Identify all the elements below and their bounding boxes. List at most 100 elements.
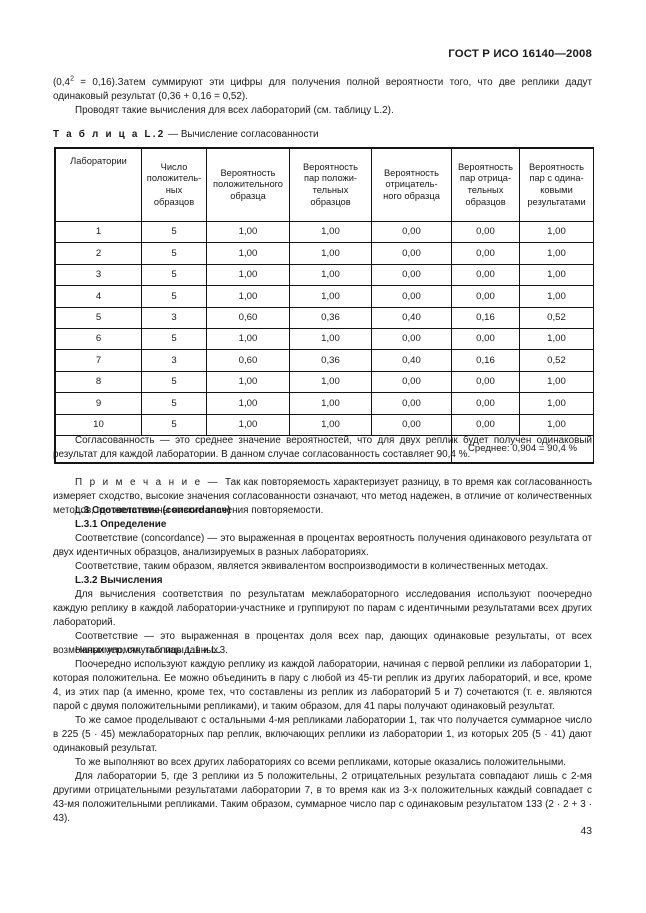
- hdr-line: образца: [230, 190, 266, 201]
- table-cell: 5: [141, 392, 207, 415]
- table-row: 10 5 1,00 1,00 0,00 0,00 1,00: [55, 413, 594, 436]
- table-cell: 0,00: [451, 285, 520, 308]
- paragraph-l31-1: Соответствие (concordance) — это выражен…: [53, 533, 592, 559]
- table-row: 5 3 0,60 0,36 0,40 0,16 0,52: [55, 306, 594, 329]
- table-cell: 3: [141, 349, 207, 372]
- cell-laboratory-id: 2: [55, 242, 142, 265]
- table-cell: 1,00: [206, 242, 290, 265]
- paragraph-calc-3: То же выполняют во всех других лаборатор…: [75, 757, 567, 768]
- hdr-line: ного образца: [383, 190, 440, 201]
- table-body: 1 5 1,00 1,00 0,00 0,00 1,00 2 5 1,00 1,00 0,00 0,00…: [55, 220, 594, 436]
- hdr-line: положительного: [213, 179, 283, 190]
- calculation-block-2: То же самое проделывают с остальными 4-м…: [53, 714, 592, 756]
- table-cell: 1,00: [289, 370, 372, 394]
- table-cell: 1,00: [519, 413, 594, 436]
- page-number: 43: [580, 826, 592, 837]
- table-cell: 1,00: [206, 263, 290, 287]
- hdr-line: тельных: [312, 185, 349, 195]
- table-cell: 1,00: [206, 392, 290, 415]
- col-header-prob-same-result-pairs: Вероятность пар с одина- ковыми результа…: [519, 148, 594, 222]
- cell-laboratory-id: 9: [55, 392, 142, 415]
- table-cell: 0,00: [371, 327, 452, 351]
- col-header-prob-negative-sample: Вероятность отрицатель- ного образца: [371, 148, 452, 222]
- cell-laboratory-id: 8: [55, 370, 142, 394]
- paragraph-concordance-definition: Согласованность — это среднее значение в…: [53, 435, 592, 461]
- table-cell: 1,00: [519, 327, 594, 351]
- paragraph-calc-1: Поочередно используют каждую реплику из …: [53, 659, 592, 713]
- hdr-line: образцов: [310, 196, 351, 207]
- intro-block: (0,42 = 0,16).Затем суммируют эти цифры …: [53, 76, 592, 118]
- table-caption-label: Т а б л и ц а L.2: [53, 129, 166, 140]
- heading-l3-text: L.3 Соответствие (concordance): [75, 505, 231, 516]
- table-cell: 0,00: [371, 242, 452, 265]
- hdr-line: Вероятность: [220, 167, 276, 178]
- table-row: 3 5 1,00 1,00 0,00 0,00 1,00: [55, 263, 594, 287]
- table-cell: 0,00: [371, 413, 452, 436]
- table-cell: 0,52: [519, 306, 594, 329]
- table-footer-row: Среднее: 0,904 = 90,4 %: [55, 434, 594, 463]
- hdr-line: пар с одина-: [529, 173, 584, 184]
- hdr-line: пар отрица-: [459, 173, 512, 184]
- table-cell: 5: [141, 370, 207, 394]
- table-row: 9 5 1,00 1,00 0,00 0,00 1,00: [55, 392, 594, 415]
- table-cell: 0,52: [519, 349, 594, 372]
- table-caption-dash: —: [165, 129, 181, 140]
- col-header-prob-positive-sample: Вероятность положительного образца: [206, 148, 290, 222]
- table-cell: 1,00: [289, 413, 372, 436]
- col-header-positive-count: Число положитель- ных образцов: [141, 148, 207, 222]
- table-cell: 0,00: [451, 242, 520, 265]
- table-row: 2 5 1,00 1,00 0,00 0,00 1,00: [55, 242, 594, 265]
- table-foot: Среднее: 0,904 = 90,4 %: [55, 434, 594, 463]
- table-cell: 0,00: [371, 220, 452, 244]
- hdr-line: пар положи-: [303, 173, 358, 184]
- paragraph-calc-2: То же самое проделывают с остальными 4-м…: [53, 715, 592, 755]
- concordance-definition-block: Согласованность — это среднее значение в…: [53, 434, 592, 462]
- table-cell: 0,00: [371, 285, 452, 308]
- table-cell: 1,00: [206, 327, 290, 351]
- calculation-block-4: Для лаборатории 5, где 3 реплики из 5 по…: [53, 770, 592, 826]
- table-cell: 1,00: [289, 242, 372, 265]
- note-block: П р и м е ч а н и е — Так как повторяемо…: [53, 476, 592, 518]
- table-cell: 1,00: [519, 242, 594, 265]
- table-cell: 0,36: [289, 306, 372, 329]
- table-cell: 1,00: [206, 285, 290, 308]
- hdr-line: положитель-: [146, 173, 202, 184]
- running-head: ГОСТ Р ИСО 16140—2008: [448, 48, 592, 60]
- hdr-line: Вероятность: [383, 167, 440, 178]
- table-row: 4 5 1,00 1,00 0,00 0,00 1,00: [55, 285, 594, 308]
- table-head: Лаборатории Число положитель- ных образц…: [55, 148, 594, 222]
- hdr-line: Лаборатории: [70, 156, 127, 166]
- hdr-line: Число: [160, 161, 188, 172]
- table-cell: 0,00: [451, 392, 520, 415]
- table-cell: 0,00: [451, 370, 520, 394]
- intro-paragraph-2: Проводят такие вычисления для всех лабор…: [75, 105, 394, 117]
- table-row: 1 5 1,00 1,00 0,00 0,00 1,00: [55, 220, 594, 244]
- table-cell: 0,36: [289, 349, 372, 372]
- heading-l3: L.3 Соответствие (concordance): [53, 504, 592, 518]
- table-row: 7 3 0,60 0,36 0,40 0,16 0,52: [55, 349, 594, 372]
- table-caption-line: Т а б л и ц а L.2 — Вычисление согласова…: [53, 128, 592, 142]
- table-cell: 1,00: [289, 327, 372, 351]
- hdr-line: Вероятность: [528, 161, 585, 172]
- table-cell: 1,00: [289, 285, 372, 308]
- paragraph-l32-1: Для вычисления соответствия по результат…: [53, 589, 592, 629]
- hdr-line: Вероятность: [302, 161, 359, 172]
- table-cell: 5: [141, 327, 207, 351]
- table-cell: 1,00: [206, 413, 290, 436]
- table-cell: 0,16: [451, 349, 520, 372]
- col-header-laboratories: Лаборатории: [55, 148, 142, 222]
- hdr-line: ных: [165, 185, 183, 195]
- col-header-prob-negative-pairs: Вероятность пар отрица- тельных образцов: [451, 148, 520, 222]
- table-cell: 0,00: [451, 220, 520, 244]
- hdr-line: отрицатель-: [385, 179, 438, 190]
- hdr-line: тельных: [467, 185, 504, 195]
- paragraph-l31-2: Соответствие, таким образом, является эк…: [75, 561, 549, 573]
- table-cell: 0,00: [451, 327, 520, 351]
- hdr-line: ковыми: [540, 185, 573, 195]
- l3-2-body: Для вычисления соответствия по результат…: [53, 588, 592, 658]
- table-cell: 5: [141, 220, 207, 244]
- col-header-prob-positive-pairs: Вероятность пар положи- тельных образцов: [289, 148, 372, 222]
- intro-paragraph-1: (0,42 = 0,16).Затем суммируют эти цифры …: [53, 76, 592, 104]
- cell-laboratory-id: 4: [55, 285, 142, 308]
- intro-p1-rest: = 0,16).Затем суммируют эти цифры для по…: [53, 77, 592, 103]
